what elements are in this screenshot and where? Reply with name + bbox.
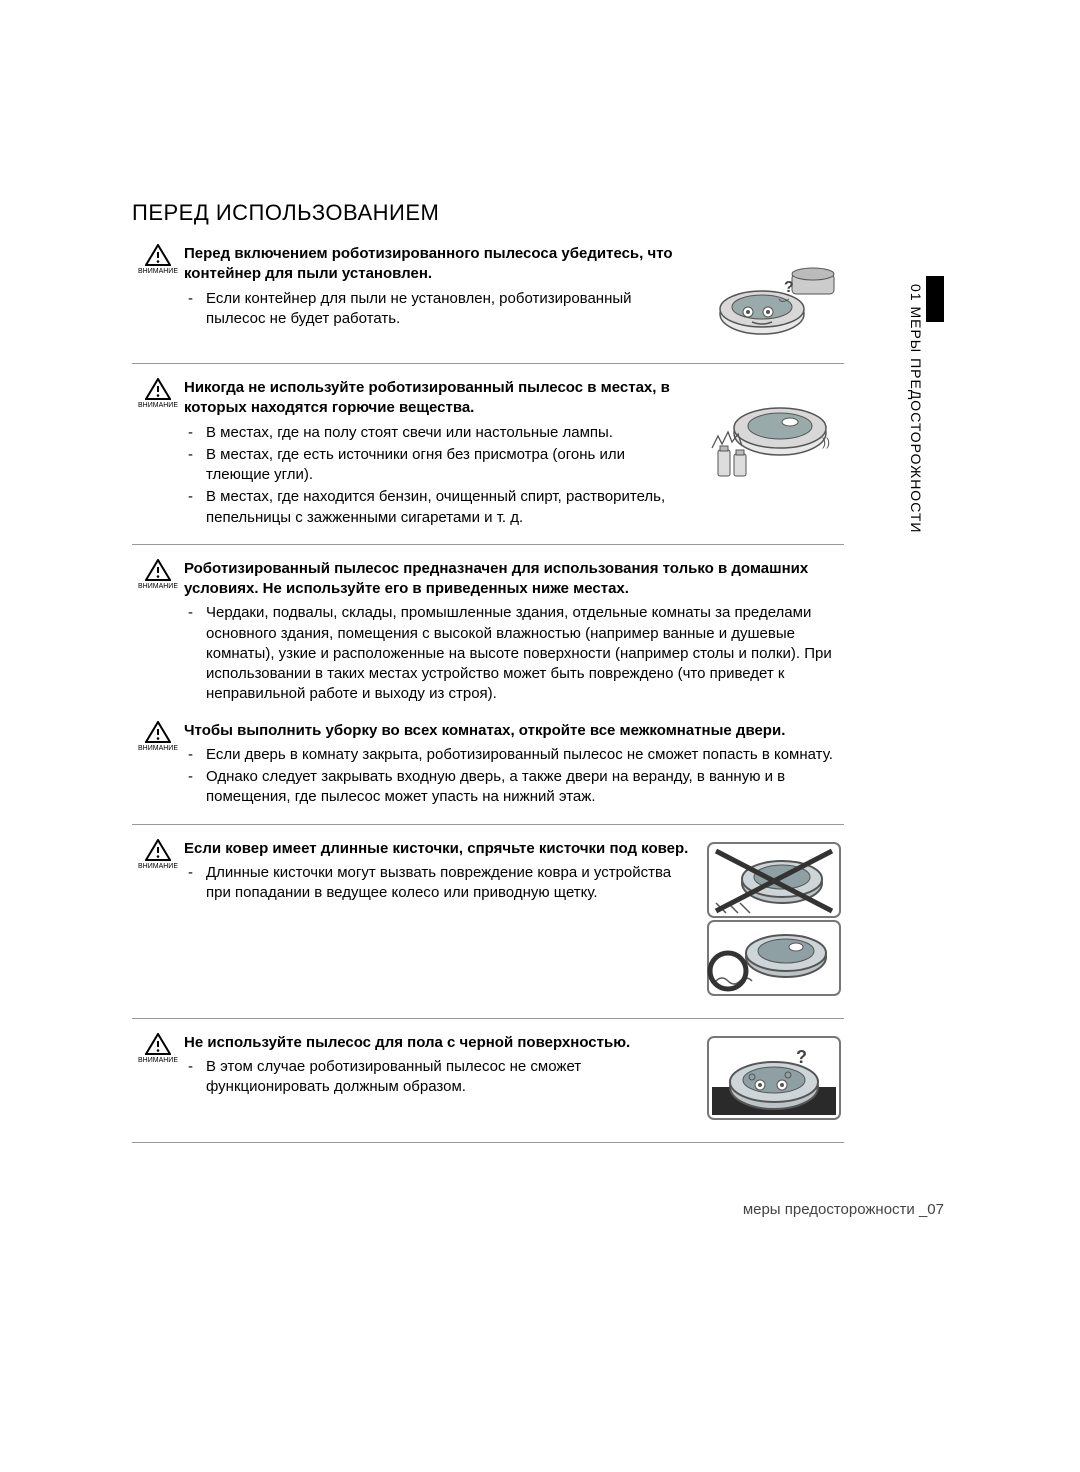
caution-list: Если дверь в комнату закрыта, роботизиро… — [184, 745, 844, 808]
caution-icon — [145, 244, 171, 266]
caution-list: Если контейнер для пыли не установлен, р… — [184, 289, 692, 330]
caution-item: Если контейнер для пыли не установлен, р… — [206, 289, 692, 330]
caution-heading: Не используйте пылесос для пола с черной… — [184, 1033, 692, 1053]
caution-block: ВНИМАНИЕ Никогда не используйте роботизи… — [132, 378, 844, 545]
caution-icon-col: ВНИМАНИЕ — [132, 721, 184, 810]
caution-block: ВНИМАНИЕ Если ковер имеет длинные кисточ… — [132, 839, 844, 1019]
caution-item: В этом случае роботизированный пылесос н… — [206, 1057, 692, 1098]
svg-text:)): )) — [822, 435, 830, 449]
caution-label: ВНИМАНИЕ — [138, 583, 178, 590]
caution-icon-col: ВНИМАНИЕ — [132, 244, 184, 349]
caution-item: В местах, где находится бензин, очищенны… — [206, 487, 692, 528]
caution-block: ВНИМАНИЕ Перед включением роботизированн… — [132, 244, 844, 364]
caution-label: ВНИМАНИЕ — [138, 402, 178, 409]
caution-body: Чтобы выполнить уборку во всех комнатах,… — [184, 721, 844, 810]
caution-heading: Чтобы выполнить уборку во всех комнатах,… — [184, 721, 844, 741]
caution-body: Никогда не используйте роботизированный … — [184, 378, 696, 530]
caution-item: Длинные кисточки могут вызвать поврежден… — [206, 863, 692, 904]
caution-label: ВНИМАНИЕ — [138, 863, 178, 870]
caution-label: ВНИМАНИЕ — [138, 1057, 178, 1064]
caution-icon — [145, 839, 171, 861]
caution-item: Однако следует закрывать входную дверь, … — [206, 767, 844, 808]
caution-body: Если ковер имеет длинные кисточки, спряч… — [184, 839, 696, 1004]
caution-icon — [145, 559, 171, 581]
caution-heading: Если ковер имеет длинные кисточки, спряч… — [184, 839, 692, 859]
caution-block: ВНИМАНИЕ Чтобы выполнить уборку во всех … — [132, 721, 844, 825]
section-title: ПЕРЕД ИСПОЛЬЗОВАНИЕМ — [132, 200, 844, 226]
caution-item: Если дверь в комнату закрыта, роботизиро… — [206, 745, 844, 765]
caution-icon-col: ВНИМАНИЕ — [132, 1033, 184, 1128]
caution-label: ВНИМАНИЕ — [138, 268, 178, 275]
caution-list: В местах, где на полу стоят свечи или на… — [184, 423, 692, 528]
caution-icon — [145, 721, 171, 743]
svg-text:?: ? — [796, 1047, 807, 1067]
illustration-flammable: )) — [704, 378, 844, 530]
side-tab-marker — [926, 276, 944, 322]
caution-heading: Перед включением роботизированного пылес… — [184, 244, 692, 285]
caution-label: ВНИМАНИЕ — [138, 745, 178, 752]
caution-block: ВНИМАНИЕ Не используйте пылесос для пола… — [132, 1033, 844, 1143]
caution-item: В местах, где на полу стоят свечи или на… — [206, 423, 692, 443]
illustration-carpet — [704, 839, 844, 1004]
caution-body: Перед включением роботизированного пылес… — [184, 244, 696, 349]
svg-text:?: ? — [784, 279, 794, 296]
caution-body: Не используйте пылесос для пола с черной… — [184, 1033, 696, 1128]
side-tab-text: 01 МЕРЫ ПРЕДОСТОРОЖНОСТИ — [906, 284, 924, 533]
illustration-black-floor: ? — [704, 1033, 844, 1128]
caution-list: Длинные кисточки могут вызвать поврежден… — [184, 863, 692, 904]
caution-block: ВНИМАНИЕ Роботизированный пылесос предна… — [132, 559, 844, 707]
illustration-dustbin: ? — [704, 244, 844, 349]
caution-item: В местах, где есть источники огня без пр… — [206, 445, 692, 486]
caution-heading: Роботизированный пылесос предназначен дл… — [184, 559, 844, 600]
page-footer: меры предосторожности _07 — [743, 1201, 944, 1218]
page-content: ПЕРЕД ИСПОЛЬЗОВАНИЕМ ВНИМАНИЕ Перед вклю… — [132, 200, 844, 1157]
caution-list: Чердаки, подвалы, склады, промышленные з… — [184, 603, 844, 704]
caution-item: Чердаки, подвалы, склады, промышленные з… — [206, 603, 844, 704]
caution-body: Роботизированный пылесос предназначен дл… — [184, 559, 844, 707]
caution-icon — [145, 378, 171, 400]
caution-list: В этом случае роботизированный пылесос н… — [184, 1057, 692, 1098]
caution-icon-col: ВНИМАНИЕ — [132, 559, 184, 707]
caution-icon-col: ВНИМАНИЕ — [132, 839, 184, 1004]
caution-icon-col: ВНИМАНИЕ — [132, 378, 184, 530]
caution-icon — [145, 1033, 171, 1055]
caution-heading: Никогда не используйте роботизированный … — [184, 378, 692, 419]
side-tab: 01 МЕРЫ ПРЕДОСТОРОЖНОСТИ — [908, 278, 944, 578]
